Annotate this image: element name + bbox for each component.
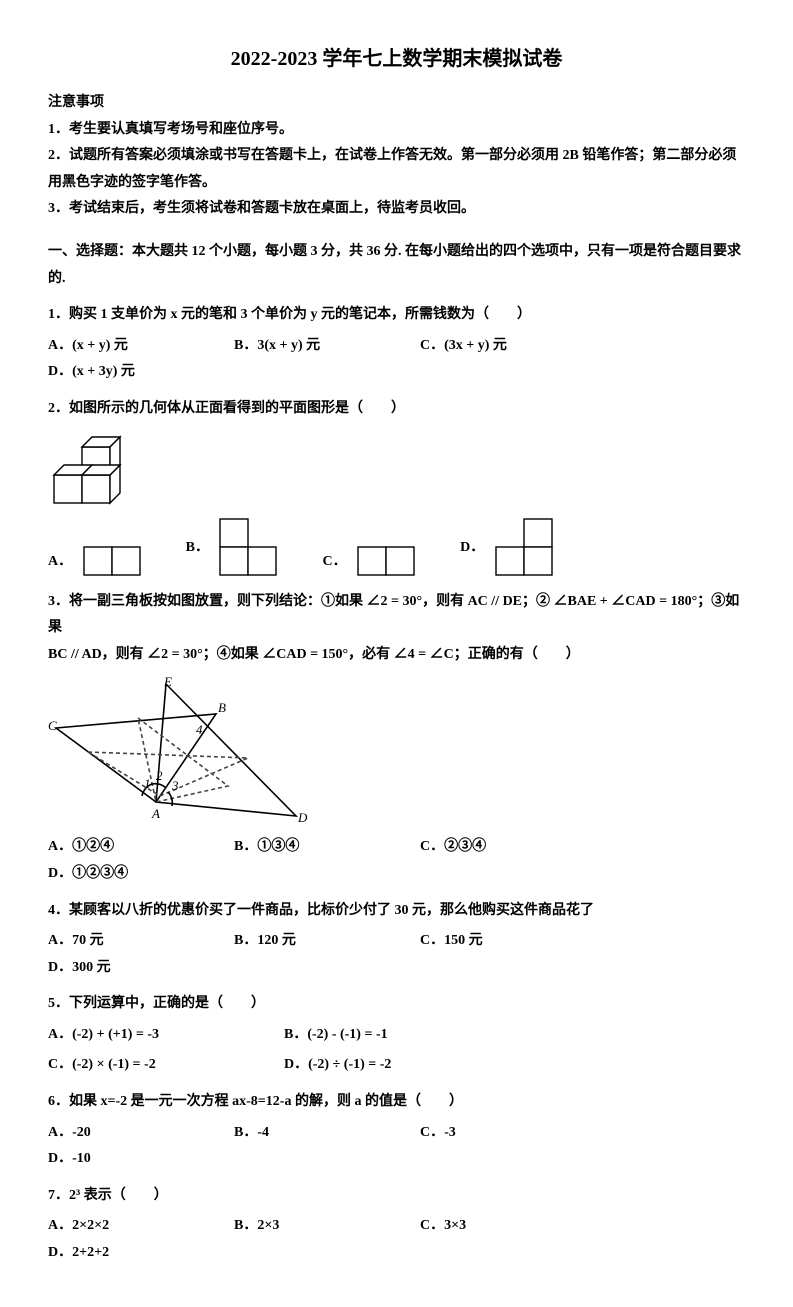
svg-text:C: C	[48, 718, 57, 733]
q5-opt-a: A．(-2) + (+1) = -3	[48, 1022, 248, 1049]
q6-stem: 6．如果 x=-2 是一元一次方程 ax-8=12-a 的解，则 a 的值是（ …	[48, 1089, 745, 1116]
q4-opt-c: C．150 元	[420, 928, 570, 955]
q3-stem-b: BC // AD，则有 ∠2 = 30°；④如果 ∠CAD = 150°，必有 …	[48, 642, 745, 669]
svg-text:4: 4	[196, 722, 203, 737]
svg-text:B: B	[218, 700, 226, 715]
q5-options-row2: C．(-2) × (-1) = -2 D．(-2) ÷ (-1) = -2	[48, 1052, 745, 1079]
q2-3d-figure	[48, 431, 745, 509]
section-1-heading: 一、选择题：本大题共 12 个小题，每小题 3 分，共 36 分. 在每小题给出…	[48, 239, 745, 292]
q2-opt-b-label: B．	[186, 540, 209, 555]
q3-opt-a: A．①②④	[48, 834, 198, 861]
q6-opt-a: A．-20	[48, 1120, 198, 1147]
q2-opt-c: C．	[322, 545, 420, 579]
q7-opt-a: A．2×2×2	[48, 1213, 198, 1240]
q2-opt-a-shape	[82, 545, 146, 579]
notice-heading: 注意事项	[48, 90, 745, 117]
q3-opt-b: B．①③④	[234, 834, 384, 861]
q7-opt-b: B．2×3	[234, 1213, 384, 1240]
q6-options: A．-20 B．-4 C．-3 D．-10	[48, 1120, 745, 1173]
notice-2: 2．试题所有答案必须填涂或书写在答题卡上，在试卷上作答无效。第一部分必须用 2B…	[48, 143, 745, 196]
q3-opt-d: D．①②③④	[48, 861, 198, 888]
q2-stem: 2．如图所示的几何体从正面看得到的平面图形是（ ）	[48, 396, 745, 423]
q2-opt-d-shape	[494, 517, 558, 579]
q5-options-row1: A．(-2) + (+1) = -3 B．(-2) - (-1) = -1	[48, 1022, 745, 1049]
q1-opt-a: A．(x + y) 元	[48, 333, 198, 360]
notice-1: 1．考生要认真填写考场号和座位序号。	[48, 117, 745, 144]
q4-stem: 4．某顾客以八折的优惠价买了一件商品，比标价少付了 30 元，那么他购买这件商品…	[48, 898, 745, 925]
q2-opt-c-shape	[356, 545, 420, 579]
q2-opt-b: B．	[186, 517, 283, 579]
q1-options: A．(x + y) 元 B．3(x + y) 元 C．(3x + y) 元 D．…	[48, 333, 745, 386]
q3-stem-a: 3．将一副三角板按如图放置，则下列结论：①如果 ∠2 = 30°，则有 AC /…	[48, 589, 745, 642]
q2-opt-d: D．	[460, 517, 558, 579]
q1-opt-d: D．(x + 3y) 元	[48, 359, 198, 386]
q7-stem: 7．2³ 表示（ ）	[48, 1183, 745, 1210]
q6-opt-d: D．-10	[48, 1146, 198, 1173]
svg-text:A: A	[151, 806, 160, 821]
q3-figure: E B C D A 1 2 3 4	[48, 676, 745, 826]
q3-options: A．①②④ B．①③④ C．②③④ D．①②③④	[48, 834, 745, 887]
q5-stem: 5．下列运算中，正确的是（ ）	[48, 991, 745, 1018]
q1-opt-c: C．(3x + y) 元	[420, 333, 570, 360]
q6-opt-c: C．-3	[420, 1120, 570, 1147]
svg-text:2: 2	[156, 768, 163, 783]
q2-opt-c-label: C．	[322, 554, 346, 569]
q7-options: A．2×2×2 B．2×3 C．3×3 D．2+2+2	[48, 1213, 745, 1266]
q2-opt-a: A．	[48, 545, 146, 579]
q1-stem: 1．购买 1 支单价为 x 元的笔和 3 个单价为 y 元的笔记本，所需钱数为（…	[48, 302, 745, 329]
q4-opt-d: D．300 元	[48, 955, 198, 982]
svg-text:3: 3	[171, 778, 179, 793]
q2-options: A． B． C． D．	[48, 517, 745, 579]
svg-text:1: 1	[144, 776, 151, 791]
q1-opt-b: B．3(x + y) 元	[234, 333, 384, 360]
q5-opt-d: D．(-2) ÷ (-1) = -2	[284, 1052, 484, 1079]
q5-opt-c: C．(-2) × (-1) = -2	[48, 1052, 248, 1079]
q3-opt-c: C．②③④	[420, 834, 570, 861]
svg-text:E: E	[163, 676, 172, 689]
svg-text:D: D	[297, 810, 308, 825]
q6-opt-b: B．-4	[234, 1120, 384, 1147]
q4-opt-a: A．70 元	[48, 928, 198, 955]
q2-opt-b-shape	[218, 517, 282, 579]
q7-opt-d: D．2+2+2	[48, 1240, 198, 1267]
q2-opt-a-label: A．	[48, 554, 72, 569]
q4-opt-b: B．120 元	[234, 928, 384, 955]
q5-opt-b: B．(-2) - (-1) = -1	[284, 1022, 484, 1049]
page-title: 2022-2023 学年七上数学期末模拟试卷	[48, 40, 745, 78]
q4-options: A．70 元 B．120 元 C．150 元 D．300 元	[48, 928, 745, 981]
q2-opt-d-label: D．	[460, 540, 484, 555]
notice-3: 3．考试结束后，考生须将试卷和答题卡放在桌面上，待监考员收回。	[48, 196, 745, 223]
q7-opt-c: C．3×3	[420, 1213, 570, 1240]
